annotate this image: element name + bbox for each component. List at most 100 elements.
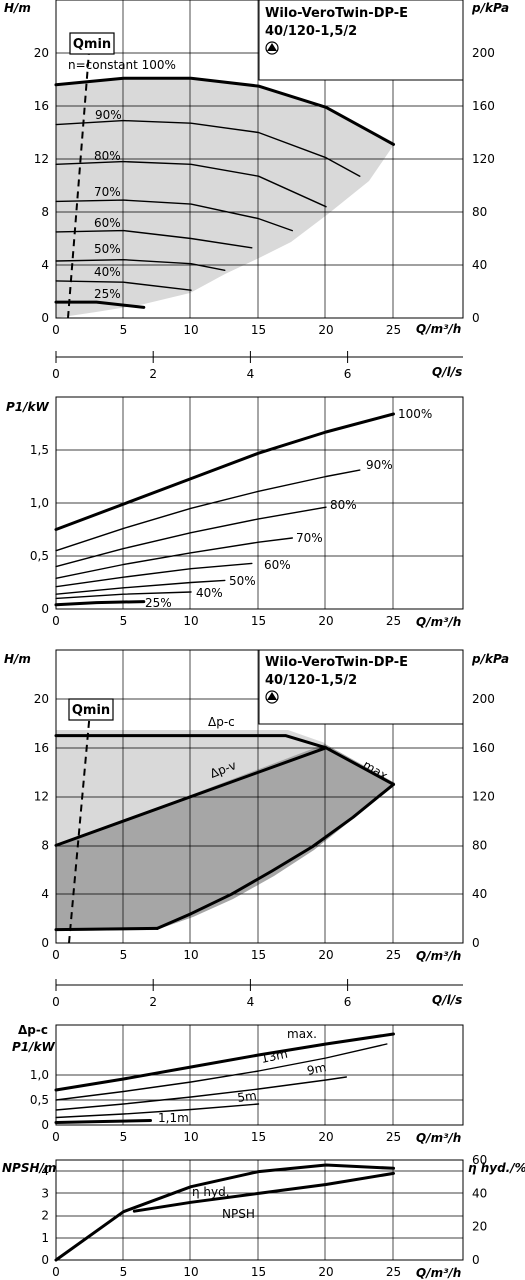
x-tick-label: 20	[318, 323, 333, 337]
series-line	[55, 1103, 260, 1119]
operating-field	[56, 77, 395, 318]
series-line	[54, 600, 146, 607]
y-tick-label: 4	[41, 887, 49, 901]
qmin-box	[68, 698, 114, 721]
series-label: Δp-c	[208, 715, 235, 729]
y-right-tick-label: 200	[472, 692, 495, 706]
x-tick-label: 10	[183, 948, 198, 962]
y-right-tick-label: 120	[472, 790, 495, 804]
y-right-tick-label: 160	[472, 741, 495, 755]
y-tick-label: 0	[41, 936, 49, 950]
y-axis-right-label: p/kPa	[471, 1, 509, 15]
series-label: 40%	[94, 265, 121, 279]
y-right-tick-label: 80	[472, 838, 487, 852]
y-axis-label-2: P1/kW	[12, 1040, 56, 1054]
series-label: η hyd.	[192, 1185, 230, 1199]
y-tick-label: 1,0	[30, 1068, 49, 1082]
series-line	[54, 412, 395, 531]
series-label: 1,1m	[158, 1111, 189, 1125]
series-line	[324, 746, 395, 786]
x-tick-labels: 0 5 10 15 20 25	[52, 948, 401, 962]
axis-tick-label: 6	[344, 995, 352, 1009]
y-tick-label: 8	[41, 205, 49, 219]
x-tick-label: 15	[251, 323, 266, 337]
y-right-tick-label: 160	[472, 99, 495, 113]
y-axis-label: H/m	[4, 1, 31, 15]
axis-tick-label: 2	[149, 367, 157, 381]
y-tick-label: 1,5	[30, 443, 49, 457]
series-line	[55, 119, 361, 177]
series-line	[54, 76, 395, 146]
x-tick-label: 25	[386, 1130, 401, 1144]
y-tick-label: 16	[34, 99, 49, 113]
series-label: 70%	[94, 185, 121, 199]
series-line	[55, 160, 327, 208]
control-curves	[54, 734, 395, 932]
y-right-tick-label: 40	[472, 1186, 487, 1200]
series-label: 90%	[366, 458, 393, 472]
qmin-line	[68, 699, 92, 944]
x-tick-label: 10	[183, 1265, 198, 1279]
series-line	[54, 734, 328, 750]
series-label: n=constant 100%	[68, 58, 176, 72]
title-box	[258, 0, 464, 81]
series-label: 13m	[260, 1047, 289, 1066]
x-tick-label: 5	[120, 614, 128, 628]
y-axis-label: Δp-c	[18, 1023, 48, 1037]
y-tick-label: 12	[34, 790, 49, 804]
y-tick-labels: 0 4 8 12 16 20	[34, 692, 49, 950]
axis-tick-label: 2	[149, 995, 157, 1009]
y-right-tick-labels: 0 40 80 120 160 200	[472, 46, 495, 325]
y-right-tick-label: 0	[472, 311, 480, 325]
y-tick-label: 20	[34, 46, 49, 60]
series-label: 100%	[398, 407, 432, 421]
y-tick-label: 0	[41, 602, 49, 616]
y-right-tick-label: 40	[472, 258, 487, 272]
chart-title: Wilo-VeroTwin-DP-E	[265, 655, 408, 670]
flow-lps-axis: 0 2 4 6 Q/l/s	[52, 351, 463, 381]
x-axis-label: Q/l/s	[432, 365, 462, 379]
y-tick-label: 4	[41, 1164, 49, 1178]
y-axis-label: P1/kW	[6, 400, 50, 414]
x-tick-label: 15	[251, 1265, 266, 1279]
series-label: 25%	[145, 596, 172, 610]
series-label: 80%	[330, 498, 357, 512]
series-label: 60%	[94, 216, 121, 230]
control-mode-chart: Qmin Wilo-VeroTwin-DP-E 40/120-1,5/2 H/m…	[4, 649, 509, 963]
x-tick-label: 15	[251, 614, 266, 628]
series-label: 90%	[95, 108, 122, 122]
y-axis-right-label: p/kPa	[471, 652, 509, 666]
series-label: 25%	[94, 287, 121, 301]
power-curves	[54, 412, 395, 607]
flow-lps-axis-2: 0 2 4 6 Q/l/s	[52, 979, 463, 1009]
y-tick-labels: 0 1 2 3 4	[41, 1164, 49, 1267]
x-tick-label: 25	[386, 948, 401, 962]
x-tick-labels: 0 5 10 15 20 25	[52, 1265, 401, 1279]
y-tick-labels: 0 0,5 1,0 1,5	[30, 443, 49, 616]
series-line	[54, 1032, 395, 1092]
head-curve-chart: Qmin Wilo-VeroTwin-DP-E 40/120-1,5/2 H/m…	[4, 0, 509, 337]
title-box	[258, 649, 464, 725]
series-line	[54, 1163, 395, 1262]
series-line	[55, 579, 226, 595]
y-tick-label: 0	[41, 1118, 49, 1132]
x-tick-label: 20	[318, 1265, 333, 1279]
series-line	[132, 1171, 395, 1213]
x-axis-label: Q/m³/h	[416, 949, 461, 963]
series-label: max.	[287, 1027, 317, 1041]
field-dark	[56, 744, 395, 931]
x-tick-label: 20	[318, 1130, 333, 1144]
series-line	[55, 229, 253, 249]
power-dpc-chart: Δp-c P1/kW Q/m³/h 0 5 10 15 20 25 0 0,5 1,0 max…	[12, 1023, 464, 1145]
x-tick-labels: 0 5 10 15 20 25	[52, 1130, 401, 1144]
qmin-line	[67, 51, 90, 319]
npsh-efficiency-chart: NPSH/m η hyd./% Q/m³/h 0 5 10 15 20 25 01234 …	[2, 1153, 525, 1280]
npsh-efficiency-curves	[54, 1163, 395, 1262]
series-line	[55, 199, 293, 232]
y-right-tick-label: 120	[472, 152, 495, 166]
x-axis-label: Q/m³/h	[416, 1131, 461, 1145]
qmin-label: Qmin	[72, 703, 110, 718]
series-label: 40%	[196, 586, 223, 600]
series-label: 50%	[229, 574, 256, 588]
grid	[56, 1025, 463, 1125]
